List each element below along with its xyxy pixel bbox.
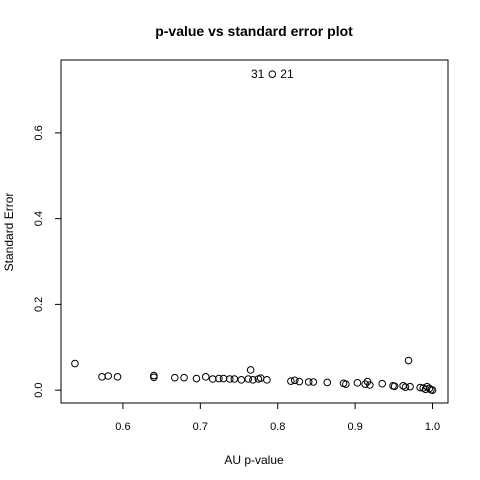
data-point-30 bbox=[342, 380, 350, 388]
data-points bbox=[71, 70, 437, 394]
data-point-15 bbox=[237, 376, 246, 384]
x-tick-label: 0.8 bbox=[270, 421, 285, 433]
point-label-21: 21 bbox=[280, 67, 294, 81]
data-point-41 bbox=[406, 382, 414, 391]
data-point-13 bbox=[225, 375, 234, 383]
data-point-21 bbox=[263, 376, 271, 384]
data-point-26 bbox=[304, 378, 313, 386]
data-point-14 bbox=[230, 375, 239, 383]
data-point-34 bbox=[366, 381, 374, 389]
data-point-27 bbox=[309, 378, 318, 386]
data-point-23 bbox=[287, 377, 295, 385]
y-axis: 0.0 0.2 0.4 0.6 bbox=[33, 125, 61, 398]
x-tick-label: 0.9 bbox=[347, 421, 362, 433]
data-point-24 bbox=[290, 376, 299, 385]
y-tick-label: 0.6 bbox=[33, 125, 45, 140]
data-point-39 bbox=[401, 383, 410, 391]
x-axis: 0.6 0.7 0.8 0.9 1.0 bbox=[115, 403, 440, 433]
data-point-12 bbox=[219, 374, 228, 383]
data-point-7 bbox=[180, 373, 188, 382]
data-point-5 bbox=[150, 373, 158, 382]
y-tick-label: 0.2 bbox=[33, 297, 45, 312]
x-tick-label: 0.6 bbox=[115, 421, 130, 433]
data-point-10 bbox=[208, 375, 217, 383]
x-tick-label: 1.0 bbox=[425, 421, 440, 433]
point-label-31: 31 bbox=[251, 67, 265, 81]
data-point-17 bbox=[246, 366, 255, 374]
point-annotations: 31 21 bbox=[251, 67, 294, 81]
data-point-22 bbox=[268, 70, 277, 78]
data-point-18 bbox=[249, 376, 257, 384]
data-point-25 bbox=[295, 377, 304, 386]
data-point-16 bbox=[244, 375, 253, 383]
data-point-1 bbox=[98, 373, 106, 381]
x-axis-label: AU p-value bbox=[224, 453, 284, 467]
plot-area-border bbox=[60, 59, 449, 404]
y-axis-label: Standard Error bbox=[2, 193, 16, 272]
data-point-20 bbox=[256, 374, 265, 382]
data-point-37 bbox=[390, 382, 399, 391]
data-point-9 bbox=[201, 373, 210, 381]
data-point-6 bbox=[170, 373, 179, 382]
data-point-2 bbox=[104, 372, 113, 380]
y-tick-label: 0.0 bbox=[33, 382, 45, 397]
data-point-32 bbox=[361, 380, 369, 388]
data-point-35 bbox=[378, 379, 387, 388]
data-point-48 bbox=[428, 386, 437, 394]
data-point-0 bbox=[71, 359, 79, 368]
chart-title: p-value vs standard error plot bbox=[155, 23, 353, 39]
data-point-11 bbox=[215, 374, 223, 383]
data-point-8 bbox=[192, 374, 201, 383]
y-tick-label: 0.4 bbox=[33, 211, 45, 226]
x-tick-label: 0.7 bbox=[193, 421, 208, 433]
data-point-3 bbox=[113, 373, 122, 381]
data-point-40 bbox=[404, 356, 413, 365]
data-point-28 bbox=[323, 378, 332, 387]
data-point-31 bbox=[353, 379, 362, 387]
